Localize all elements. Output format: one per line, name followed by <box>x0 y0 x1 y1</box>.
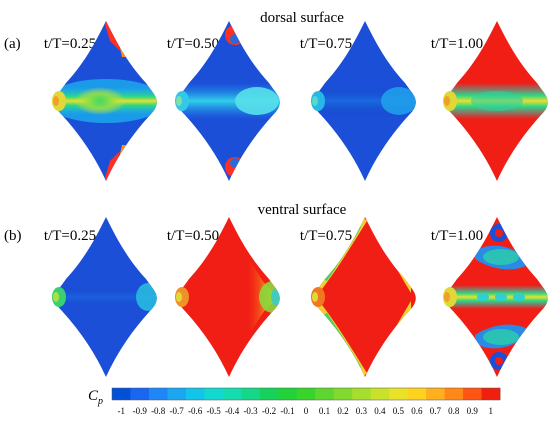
colorbar: Cp -1 -0.9 -0.8 -0.7 -0.6 -0.5 -0.4 -0.3 -0.2 -0.… <box>88 387 501 416</box>
colorbar-swatch <box>185 388 205 400</box>
colorbar-swatch <box>370 388 390 400</box>
colorbar-swatch <box>296 388 316 400</box>
frame-label: t/T=0.75 <box>300 36 352 52</box>
panel-label-a: (a) <box>4 36 21 52</box>
colorbar-tick-label: 0.1 <box>319 406 330 416</box>
frame-label: t/T=0.50 <box>167 228 219 244</box>
colorbar-tick-label: 0.6 <box>411 406 423 416</box>
colorbar-tick-label: -0.2 <box>262 406 276 416</box>
frame-label: t/T=0.50 <box>167 36 219 52</box>
colorbar-tick-label: 0.8 <box>448 406 460 416</box>
colorbar-ticks: -1 -0.9 -0.8 -0.7 -0.6 -0.5 -0.4 -0.3 -0.2 -0.1 0 0… <box>117 406 493 416</box>
frame-label: t/T=0.25 <box>44 228 96 244</box>
colorbar-tick-label: -0.6 <box>188 406 203 416</box>
frame-label: t/T=0.25 <box>44 36 96 52</box>
colorbar-variable: Cp <box>88 388 103 407</box>
colorbar-swatch <box>315 388 335 400</box>
colorbar-swatch <box>444 388 464 400</box>
frame-label: t/T=1.00 <box>431 228 483 244</box>
frame-label: t/T=1.00 <box>431 36 483 52</box>
colorbar-swatch <box>481 388 501 400</box>
colorbar-tick-label: 0.9 <box>467 406 479 416</box>
colorbar-tick-label: -0.7 <box>170 406 185 416</box>
colorbar-swatch <box>112 388 131 400</box>
frame-label: t/T=0.75 <box>300 228 352 244</box>
colorbar-tick-label: -0.5 <box>206 406 221 416</box>
colorbar-swatch <box>352 388 372 400</box>
colorbar-tick-label: 1 <box>489 406 494 416</box>
panel-label-b: (b) <box>4 228 22 244</box>
colorbar-tick-label: -0.8 <box>151 406 166 416</box>
colorbar-swatch <box>222 388 242 400</box>
colorbar-swatch <box>259 388 279 400</box>
colorbar-swatch <box>333 388 353 400</box>
colorbar-subscript: p <box>97 396 103 407</box>
colorbar-tick-label: 0 <box>304 406 309 416</box>
colorbar-swatch <box>148 388 168 400</box>
colorbar-tick-label: 0.7 <box>430 406 442 416</box>
colorbar-tick-label: 0.4 <box>374 406 386 416</box>
colorbar-swatch <box>204 388 224 400</box>
ventral-surface-title: ventral surface <box>258 202 347 218</box>
colorbar-swatches <box>111 387 501 401</box>
colorbar-tick-label: -0.4 <box>225 406 240 416</box>
colorbar-swatch <box>167 388 187 400</box>
colorbar-tick-label: -0.9 <box>133 406 148 416</box>
colorbar-frame <box>111 387 501 401</box>
colorbar-swatch <box>407 388 427 400</box>
colorbar-tick-label: 0.2 <box>337 406 348 416</box>
colorbar-swatch <box>130 388 150 400</box>
colorbar-swatch <box>278 388 298 400</box>
dorsal-surface-title: dorsal surface <box>260 10 344 26</box>
colorbar-swatch <box>241 388 261 400</box>
colorbar-swatch <box>463 388 482 400</box>
colorbar-tick-label: 0.5 <box>393 406 405 416</box>
colorbar-swatch <box>426 388 445 400</box>
colorbar-swatch <box>389 388 409 400</box>
colorbar-tick-label: -1 <box>117 406 125 416</box>
colorbar-tick-label: -0.1 <box>280 406 294 416</box>
colorbar-tick-label: 0.3 <box>356 406 368 416</box>
colorbar-tick-label: -0.3 <box>243 406 258 416</box>
